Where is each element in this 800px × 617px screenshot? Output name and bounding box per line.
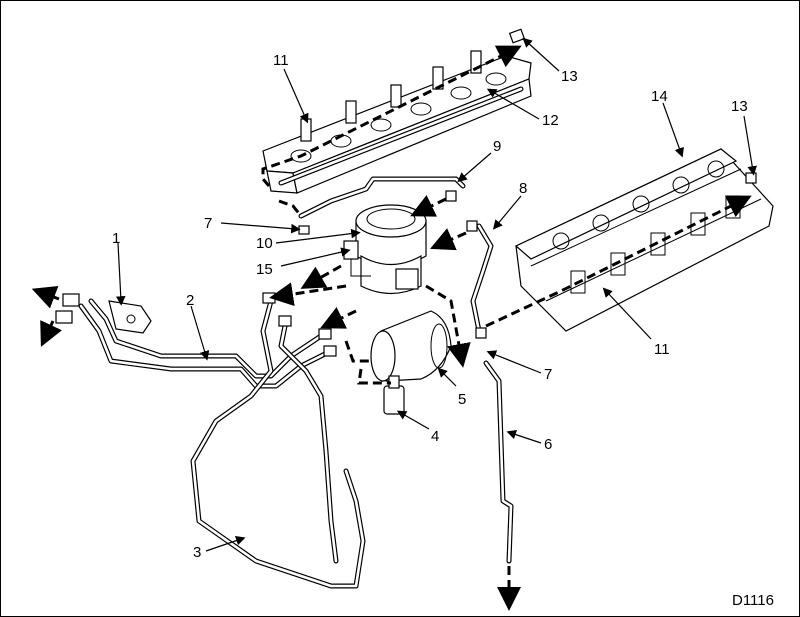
fuel-pump bbox=[370, 310, 452, 415]
callout-2: 2 bbox=[186, 292, 194, 309]
figure-id: D1116 bbox=[732, 592, 774, 609]
flow-arrows bbox=[31, 45, 752, 611]
filter-housing bbox=[343, 204, 427, 295]
callout-13-right: 13 bbox=[731, 98, 748, 115]
callout-9: 9 bbox=[493, 138, 501, 155]
callout-1: 1 bbox=[112, 230, 120, 247]
leader-lines bbox=[115, 37, 757, 552]
callout-3: 3 bbox=[193, 544, 201, 561]
callout-13-top: 13 bbox=[561, 68, 578, 85]
callout-11-right: 11 bbox=[654, 341, 670, 358]
callout-12: 12 bbox=[542, 112, 559, 129]
callout-labels: 1 2 3 4 5 6 7 7 8 9 10 11 11 12 13 13 14… bbox=[112, 52, 748, 561]
callout-8: 8 bbox=[519, 180, 527, 197]
upper-manifold bbox=[262, 28, 532, 194]
callout-7-right: 7 bbox=[544, 366, 552, 383]
callout-15: 15 bbox=[256, 261, 273, 278]
fuel-lines bbox=[55, 176, 514, 589]
callout-6: 6 bbox=[544, 436, 552, 453]
callout-5: 5 bbox=[458, 391, 466, 408]
callout-7-left: 7 bbox=[204, 215, 212, 232]
callout-14: 14 bbox=[651, 88, 668, 105]
callout-4: 4 bbox=[431, 428, 439, 445]
cylinder-head bbox=[514, 148, 774, 332]
callout-11-top: 11 bbox=[273, 52, 289, 69]
callout-10: 10 bbox=[256, 235, 273, 252]
